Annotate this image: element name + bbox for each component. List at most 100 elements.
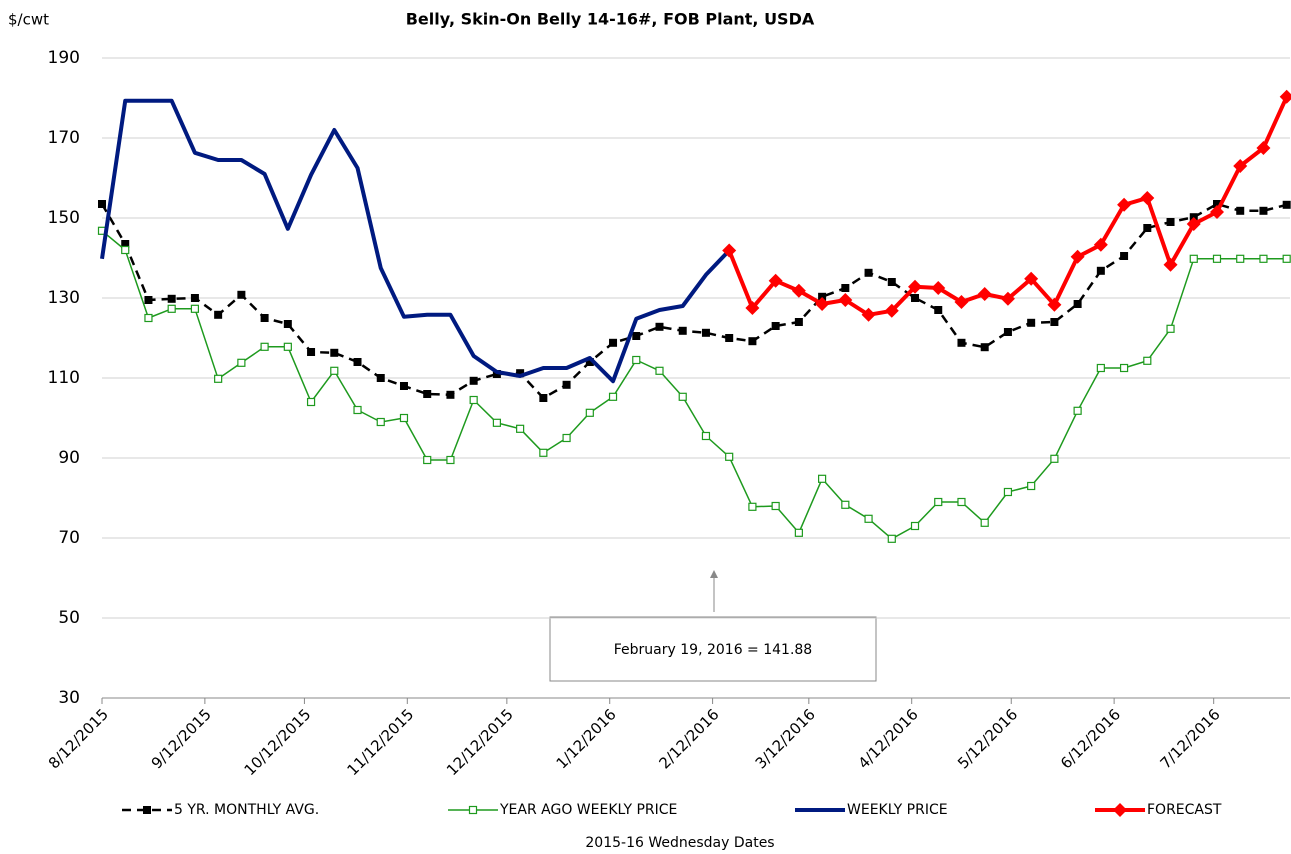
- annotation-arrowhead: [710, 570, 718, 578]
- marker: [214, 310, 223, 319]
- legend-label: YEAR AGO WEEKLY PRICE: [499, 802, 677, 818]
- marker: [98, 200, 106, 208]
- marker: [121, 245, 130, 255]
- series-line: [101, 230, 1287, 540]
- marker: [237, 290, 246, 299]
- marker: [1259, 254, 1268, 263]
- marker: [771, 322, 780, 330]
- marker: [469, 376, 478, 385]
- marker: [1236, 206, 1245, 215]
- marker: [283, 342, 292, 351]
- marker: [1047, 297, 1062, 312]
- marker: [1143, 224, 1152, 232]
- marker: [330, 366, 339, 375]
- x-tick-label: 7/12/2016: [1157, 705, 1224, 772]
- marker: [423, 455, 432, 465]
- series: [100, 98, 731, 384]
- marker: [214, 374, 223, 383]
- marker: [144, 313, 153, 323]
- y-tick-label: 110: [48, 368, 80, 388]
- marker: [167, 304, 176, 313]
- marker: [1120, 252, 1129, 260]
- marker: [632, 355, 641, 365]
- marker: [1096, 363, 1105, 373]
- marker: [539, 394, 548, 402]
- marker: [977, 287, 992, 301]
- marker: [910, 521, 920, 531]
- marker: [1000, 291, 1015, 306]
- y-axis-label: $/cwt: [8, 11, 49, 29]
- marker: [771, 501, 780, 511]
- marker: [678, 326, 687, 335]
- marker: [884, 303, 899, 318]
- legend-label: WEEKLY PRICE: [847, 802, 948, 818]
- y-tick-label: 50: [58, 608, 80, 628]
- marker: [748, 502, 757, 511]
- marker: [1212, 200, 1221, 208]
- x-tick-label: 5/12/2016: [954, 705, 1021, 772]
- marker: [1233, 159, 1248, 173]
- marker: [748, 337, 757, 346]
- marker: [931, 281, 946, 295]
- marker: [1282, 200, 1291, 209]
- x-tick-label: 11/12/2015: [343, 705, 417, 779]
- marker: [1256, 141, 1271, 155]
- series-line: [100, 98, 731, 384]
- series-line: [727, 95, 1289, 317]
- marker: [957, 338, 966, 347]
- marker: [791, 283, 806, 298]
- marker: [190, 304, 200, 313]
- marker: [980, 518, 989, 527]
- marker: [1073, 300, 1082, 308]
- marker: [818, 292, 827, 301]
- marker: [1166, 324, 1175, 333]
- x-tick-label: 1/12/2016: [553, 705, 620, 772]
- series: [722, 89, 1291, 322]
- marker: [887, 534, 896, 543]
- marker: [864, 268, 873, 277]
- y-tick-label: 70: [58, 528, 80, 548]
- marker: [307, 348, 316, 356]
- marker: [492, 418, 501, 427]
- marker: [1027, 481, 1036, 491]
- marker: [768, 273, 783, 288]
- marker: [794, 318, 803, 326]
- marker: [539, 448, 548, 457]
- y-tick-label: 190: [48, 48, 80, 68]
- marker: [632, 332, 641, 340]
- marker: [908, 279, 923, 294]
- marker: [1209, 205, 1224, 219]
- marker: [1050, 454, 1059, 463]
- marker: [121, 240, 130, 248]
- x-tick-label: 6/12/2016: [1057, 705, 1124, 772]
- marker: [911, 294, 920, 302]
- marker: [469, 395, 478, 405]
- marker: [585, 358, 594, 366]
- marker: [980, 343, 989, 352]
- marker: [1119, 363, 1129, 373]
- marker: [376, 417, 385, 427]
- marker: [562, 380, 571, 389]
- marker: [446, 390, 455, 399]
- marker: [1027, 318, 1036, 327]
- marker: [283, 320, 292, 328]
- marker: [237, 358, 246, 367]
- marker: [608, 392, 618, 401]
- y-tick-label: 90: [58, 448, 80, 468]
- x-tick-label: 3/12/2016: [752, 705, 819, 772]
- marker: [1259, 206, 1268, 215]
- marker: [399, 413, 409, 423]
- marker: [678, 392, 687, 401]
- marker: [399, 382, 408, 390]
- series-line: [100, 202, 1287, 400]
- marker: [838, 293, 853, 307]
- marker: [934, 497, 943, 507]
- marker: [1166, 218, 1175, 226]
- marker: [722, 243, 737, 258]
- marker: [1117, 197, 1132, 212]
- legend-marker: [143, 806, 151, 814]
- x-axis-label: 2015-16 Wednesday Dates: [585, 835, 774, 851]
- marker: [376, 374, 385, 382]
- marker: [815, 297, 830, 311]
- marker: [260, 342, 269, 351]
